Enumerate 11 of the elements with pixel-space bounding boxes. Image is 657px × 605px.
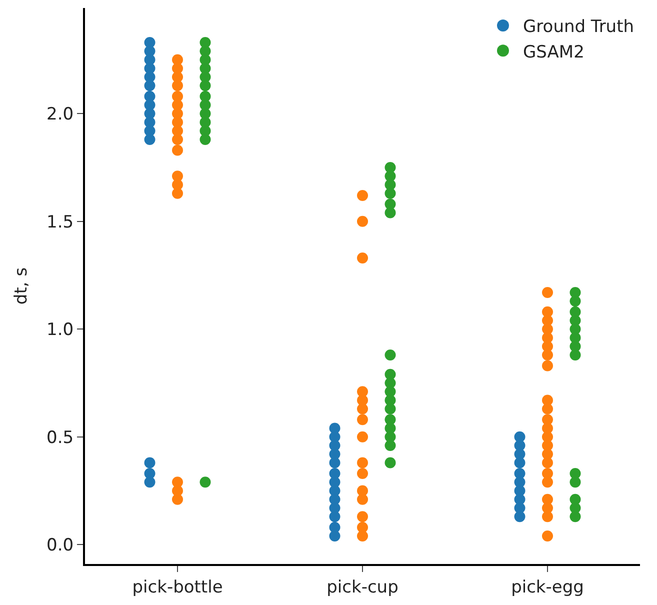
legend-label: Ground Truth [523,17,634,38]
y-tick-label: 1.5 [46,212,74,232]
x-tick-label: pick-egg [511,577,584,598]
x-tick-label: pick-bottle [132,577,223,598]
y-tick-label: 0.0 [46,536,74,556]
y-tick-label: 0.5 [46,428,74,448]
y-tick-label: 1.0 [46,320,74,340]
x-tick-label: pick-cup [326,577,398,598]
y-axis-title: dt, s [12,267,32,305]
legend-label: GSAM2 [523,42,584,62]
y-tick-label: 2.0 [46,104,74,125]
